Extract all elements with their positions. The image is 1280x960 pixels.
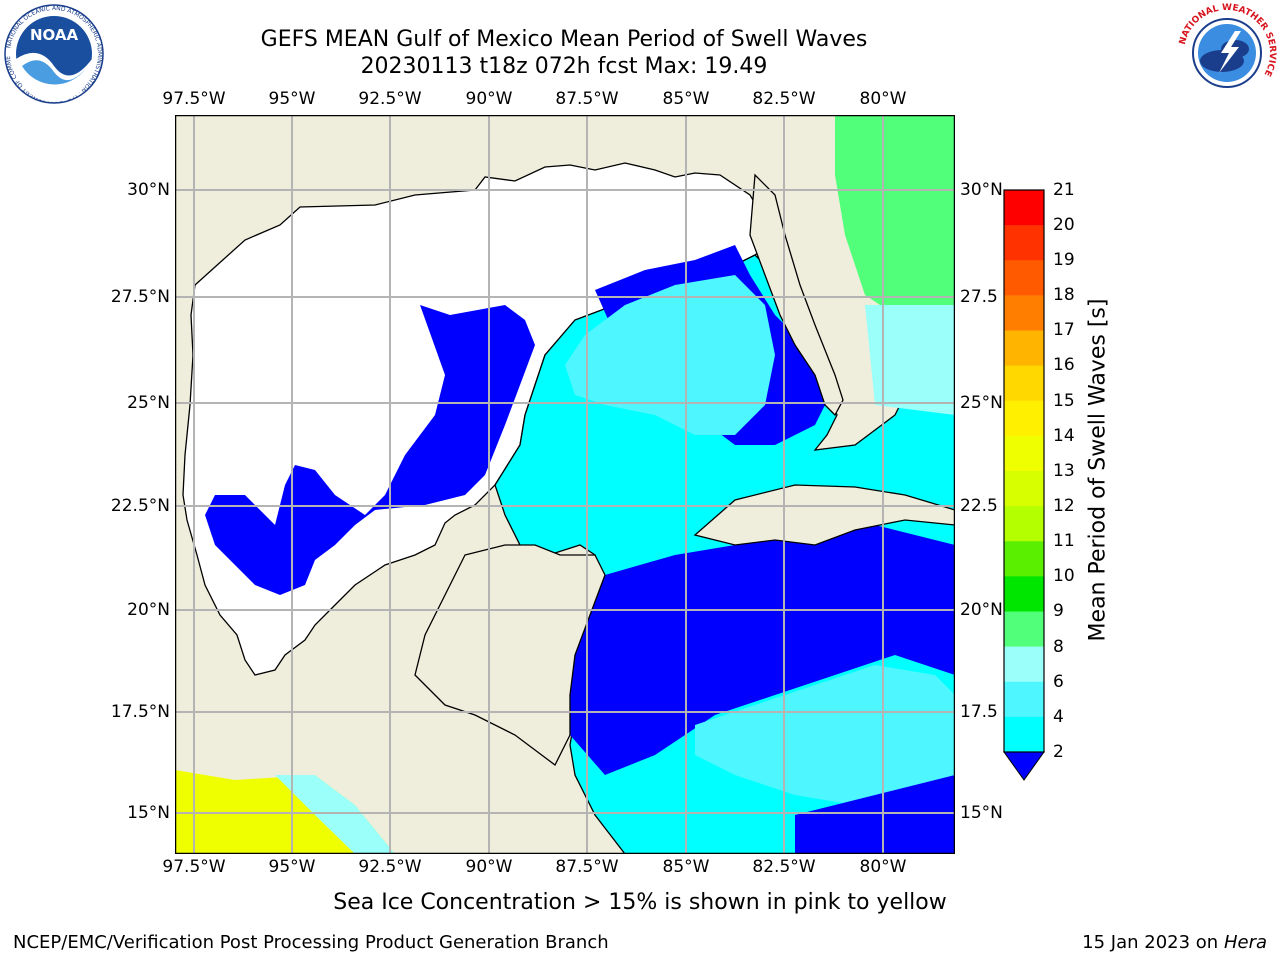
footer-date-text: 15 Jan 2023 on [1082,932,1224,953]
svg-text:NOAA: NOAA [30,26,79,44]
footer-machine: Hera [1223,932,1267,953]
colorbar-tick: 13 [1053,461,1075,481]
colorbar-segment [1004,435,1044,472]
colorbar-segment [1004,541,1044,577]
chart-subtitle: 20230113 t18z 072h fcst Max: 19.49 [360,54,768,79]
colorbar-segment [1004,190,1044,226]
lon-label-top: 95°W [268,89,316,109]
swell-period-map [175,115,955,854]
atlantic-green [835,115,955,315]
lon-label-top: 80°W [859,89,907,109]
lon-label-bottom: 87.5°W [555,857,619,877]
cyan-caribbean [695,665,955,815]
florida-peninsula [749,173,844,417]
colorbar-segment [1004,576,1044,612]
colorbar-tick: 17 [1053,320,1075,340]
colorbar-segment [1004,400,1044,437]
colorbar-tick: 19 [1053,250,1075,270]
yucatan-peninsula [414,544,606,766]
graticule [175,115,955,854]
lon-label-top: 92.5°W [358,89,422,109]
lat-label-right: 17.5 [960,702,998,722]
lon-label-top: 85°W [662,89,710,109]
lat-label-left: 20°N [127,600,170,620]
colorbar-tick: 18 [1053,285,1075,305]
lat-label-right: 20°N [960,600,1003,620]
lon-label-bottom: 90°W [465,857,513,877]
colorbar-label: Mean Period of Swell Waves [s] [1085,298,1111,642]
blue-se-corner [795,775,955,854]
lat-label-left: 27.5°N [110,287,170,307]
colorbar-tick: 14 [1053,426,1075,446]
lon-label-top: 82.5°W [752,89,816,109]
lat-label-right: 15°N [960,803,1003,823]
colorbar-tick: 10 [1053,566,1075,586]
colorbar-tick: 2 [1053,742,1064,762]
colorbar-segment [1004,471,1044,507]
colorbar [1003,189,1045,781]
lat-label-left: 25°N [127,393,170,413]
noaa-logo: NATIONAL OCEANIC AND ATMOSPHERIC ADMINIS… [4,4,104,104]
colorbar-tick: 8 [1053,637,1064,657]
lon-label-bottom: 95°W [268,857,316,877]
colorbar-segment [1004,611,1044,648]
colorbar-tick: 11 [1053,531,1075,551]
colorbar-segment [1004,365,1044,402]
lat-label-left: 15°N [127,803,170,823]
colorbar-tick: 15 [1053,391,1075,411]
chart-title: GEFS MEAN Gulf of Mexico Mean Period of … [260,27,868,52]
sea-ice-caption: Sea Ice Concentration > 15% is shown in … [333,890,947,915]
colorbar-segment [1004,716,1044,753]
lat-label-right: 30°N [960,180,1003,200]
lon-label-top: 90°W [465,89,513,109]
colorbar-segment [1004,506,1044,542]
colorbar-frame [1003,189,1045,753]
lat-label-left: 30°N [127,180,170,200]
blue-swell-band [205,305,535,595]
colorbar-segment [1004,260,1044,296]
lat-label-left: 22.5°N [110,496,170,516]
lon-label-bottom: 80°W [859,857,907,877]
pacific-cyan [275,775,395,854]
cyan-loop-current [565,275,775,435]
lon-label-bottom: 85°W [662,857,710,877]
colorbar-tick: 9 [1053,601,1064,621]
lon-label-bottom: 97.5°W [162,857,226,877]
footer-credit: NCEP/EMC/Verification Post Processing Pr… [13,932,609,953]
colorbar-tick: 6 [1053,672,1064,692]
colorbar-segment [1004,646,1044,683]
lat-label-left: 17.5°N [110,702,170,722]
colorbar-extend-arrow [1003,751,1045,781]
lat-label-right: 22.5 [960,496,998,516]
colorbar-segment [1004,295,1044,331]
lat-label-right: 25°N [960,393,1003,413]
lon-label-top: 97.5°W [162,89,226,109]
lat-label-right: 27.5 [960,287,998,307]
lon-label-bottom: 82.5°W [752,857,816,877]
map-frame [175,115,955,854]
nws-logo: NATIONAL WEATHER SERVICE [1178,3,1277,102]
footer-date: 15 Jan 2023 on Hera [1082,932,1267,953]
colorbar-segment [1004,225,1044,261]
colorbar-segment [1004,330,1044,367]
lon-label-bottom: 92.5°W [358,857,422,877]
colorbar-tick: 12 [1053,496,1075,516]
lon-label-top: 87.5°W [555,89,619,109]
colorbar-tick: 4 [1053,707,1064,727]
atlantic-cyan [865,305,955,415]
colorbar-segment [1004,681,1044,718]
colorbar-tick: 16 [1053,355,1075,375]
colorbar-tick: 21 [1053,180,1075,200]
cuba-island [693,484,955,546]
colorbar-tick: 20 [1053,215,1075,235]
